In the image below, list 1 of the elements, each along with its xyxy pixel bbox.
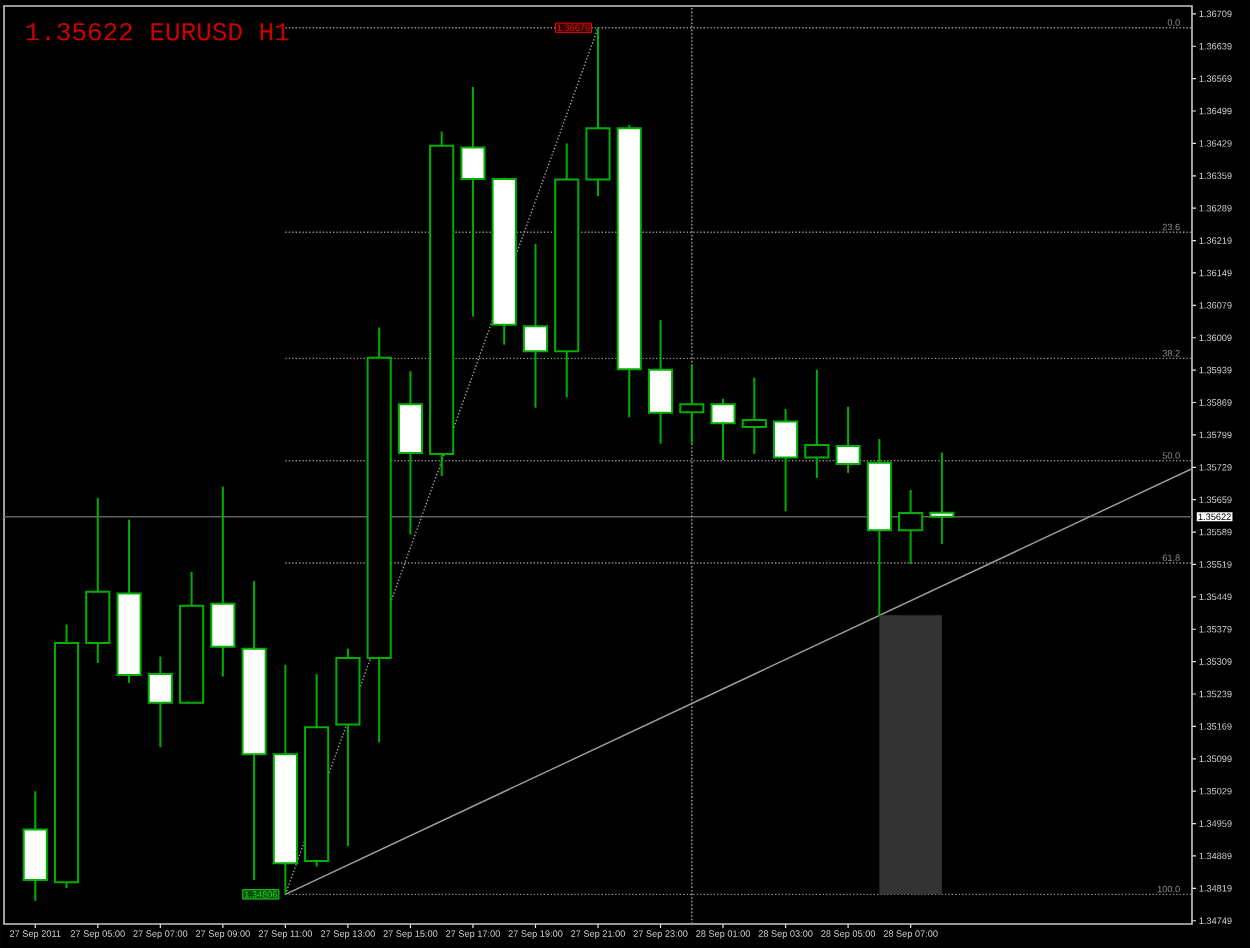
chart-title: 1.35622 EURUSD H1 bbox=[26, 22, 289, 41]
